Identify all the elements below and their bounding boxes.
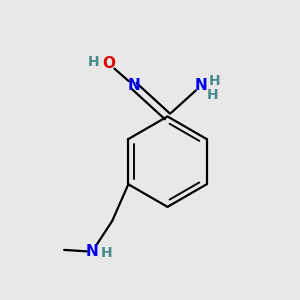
Text: H: H [209,74,221,88]
Text: N: N [85,244,98,259]
Text: H: H [87,55,99,69]
Text: N: N [128,78,140,93]
Text: N: N [195,78,207,93]
Text: H: H [101,246,113,260]
Text: H: H [206,88,218,102]
Text: O: O [103,56,116,71]
